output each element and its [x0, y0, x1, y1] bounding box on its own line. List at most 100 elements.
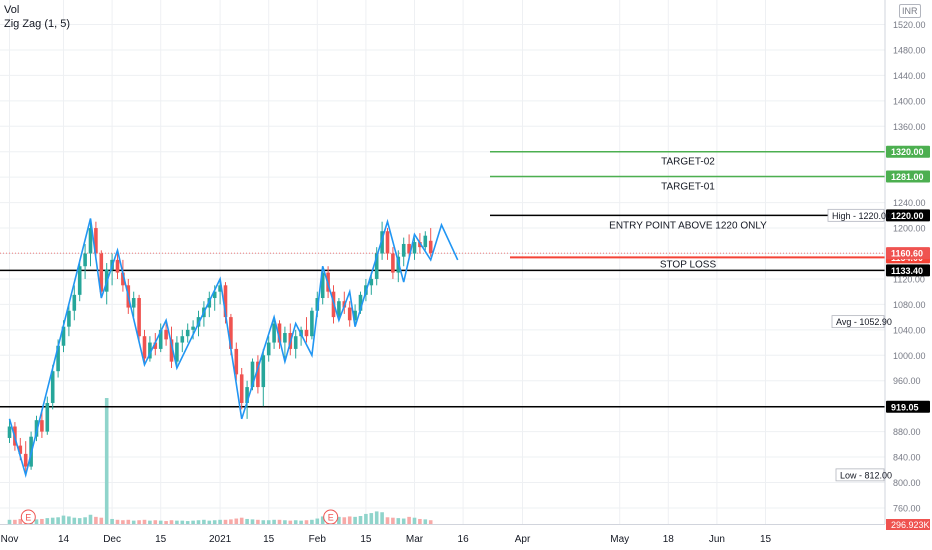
volume-bar — [418, 518, 422, 524]
volume-bar — [283, 520, 287, 524]
candle-body — [266, 342, 271, 356]
candle-body — [175, 342, 179, 362]
price-tick-label: 1400.00 — [893, 96, 926, 106]
grid-lines — [0, 0, 885, 524]
level-caption: TARGET-01 — [661, 182, 715, 193]
stat-marker-box — [827, 208, 885, 222]
candle-body — [61, 326, 66, 346]
volume-bar — [310, 519, 314, 524]
candle-body — [304, 329, 309, 337]
time-tick-label: 15 — [263, 534, 275, 545]
volume-bar — [88, 514, 93, 524]
volume-bar — [56, 517, 60, 524]
candle-body — [115, 259, 120, 273]
candle-body — [94, 228, 98, 254]
volume-bar — [207, 520, 212, 524]
candle-body — [34, 420, 39, 437]
volume-bar — [137, 520, 141, 524]
volume-bar — [369, 513, 374, 524]
time-axis[interactable]: Nov 14 Dec 15 2021 15 Feb 15 Mar 16 Apr May 18 Jun 15 — [0, 524, 885, 546]
volume-bar — [250, 519, 255, 524]
price-tick-label: 1240.00 — [893, 198, 926, 208]
time-tick-label: 15 — [155, 534, 167, 545]
candle-body — [337, 301, 341, 318]
volume-bar — [77, 518, 82, 524]
candle-body — [320, 272, 325, 299]
candle-body — [423, 235, 428, 248]
volume-bar — [374, 511, 379, 524]
volume-bar — [153, 520, 158, 524]
volume-bar — [428, 520, 433, 524]
price-tick-label: 1360.00 — [893, 122, 926, 132]
volume-bar — [245, 518, 249, 524]
level-caption: STOP LOSS — [660, 259, 717, 270]
volume-bar — [142, 519, 147, 524]
candle-body — [83, 253, 87, 267]
price-tick-label: 840.00 — [893, 453, 921, 463]
candle-body — [369, 278, 374, 286]
candle-body — [7, 426, 12, 438]
price-axis[interactable]: 760.00800.00840.00880.00920.00960.001000… — [827, 0, 930, 530]
candle-body — [212, 291, 217, 299]
candle-body — [180, 336, 185, 343]
volume-bar — [337, 516, 341, 524]
time-tick-label: 18 — [663, 534, 675, 545]
time-tick-label: Feb — [309, 534, 327, 545]
legend-zigzag[interactable]: Zig Zag (1, 5) — [4, 18, 71, 30]
current-price-tag — [886, 247, 930, 260]
level-price-label: 1220.00 — [891, 211, 924, 221]
price-tick-label: 960.00 — [893, 376, 921, 386]
earnings-marker-label: E — [328, 513, 334, 523]
level-price-tag — [886, 400, 930, 413]
volume-bar — [266, 520, 271, 524]
candle-body — [401, 243, 406, 257]
volume-bar — [61, 515, 66, 524]
candle-body — [380, 231, 384, 254]
zigzag-line — [8, 218, 459, 478]
candle-body — [23, 453, 28, 467]
candle-body — [72, 294, 77, 311]
level-price-label: 1320.00 — [891, 147, 924, 157]
candle-body — [272, 323, 276, 343]
time-tick-label: 15 — [760, 534, 772, 545]
currency-badge[interactable]: INR — [899, 4, 921, 18]
zigzag-indicator — [8, 218, 459, 478]
candle-body — [45, 402, 50, 432]
price-tick-label: 1520.00 — [893, 20, 926, 30]
volume-bar — [94, 516, 98, 524]
price-tick-label: 1040.00 — [893, 325, 926, 335]
candle-body — [239, 374, 244, 403]
volume-bar — [83, 517, 87, 524]
candle-body — [407, 243, 411, 254]
volume-bar — [293, 520, 298, 524]
legend-volume[interactable]: Vol — [4, 4, 20, 16]
candle-body — [256, 361, 260, 388]
stat-marker-label: Low - 812.00 — [840, 470, 892, 480]
price-tick-label: 1120.00 — [893, 274, 925, 284]
volume-bar — [380, 512, 384, 524]
volume-bar — [185, 521, 190, 524]
candle-body — [385, 231, 390, 254]
candle-body — [148, 342, 152, 359]
price-tick-label: 1440.00 — [893, 71, 926, 81]
level-price-tag — [886, 209, 930, 222]
level-price-label: 1133.40 — [891, 266, 923, 276]
price-tick-label: 1080.00 — [893, 300, 926, 310]
candle-body — [40, 420, 44, 432]
candle-body — [234, 348, 239, 375]
price-tick-label: 760.00 — [893, 503, 921, 513]
volume-bar — [191, 520, 195, 524]
candle-body — [88, 228, 93, 254]
level-price-tag — [886, 264, 930, 277]
current-price-label: 1160.60 — [891, 249, 923, 259]
candle-body — [18, 445, 23, 454]
volume-tag-label: 296.923K — [891, 520, 930, 530]
level-caption: ENTRY POINT ABOVE 1220 ONLY — [609, 220, 767, 231]
volume-bar — [358, 516, 363, 524]
time-tick-label: Dec — [103, 534, 121, 545]
volume-bar — [239, 517, 244, 524]
volume-bar — [175, 520, 179, 524]
volume-bar — [110, 518, 114, 524]
